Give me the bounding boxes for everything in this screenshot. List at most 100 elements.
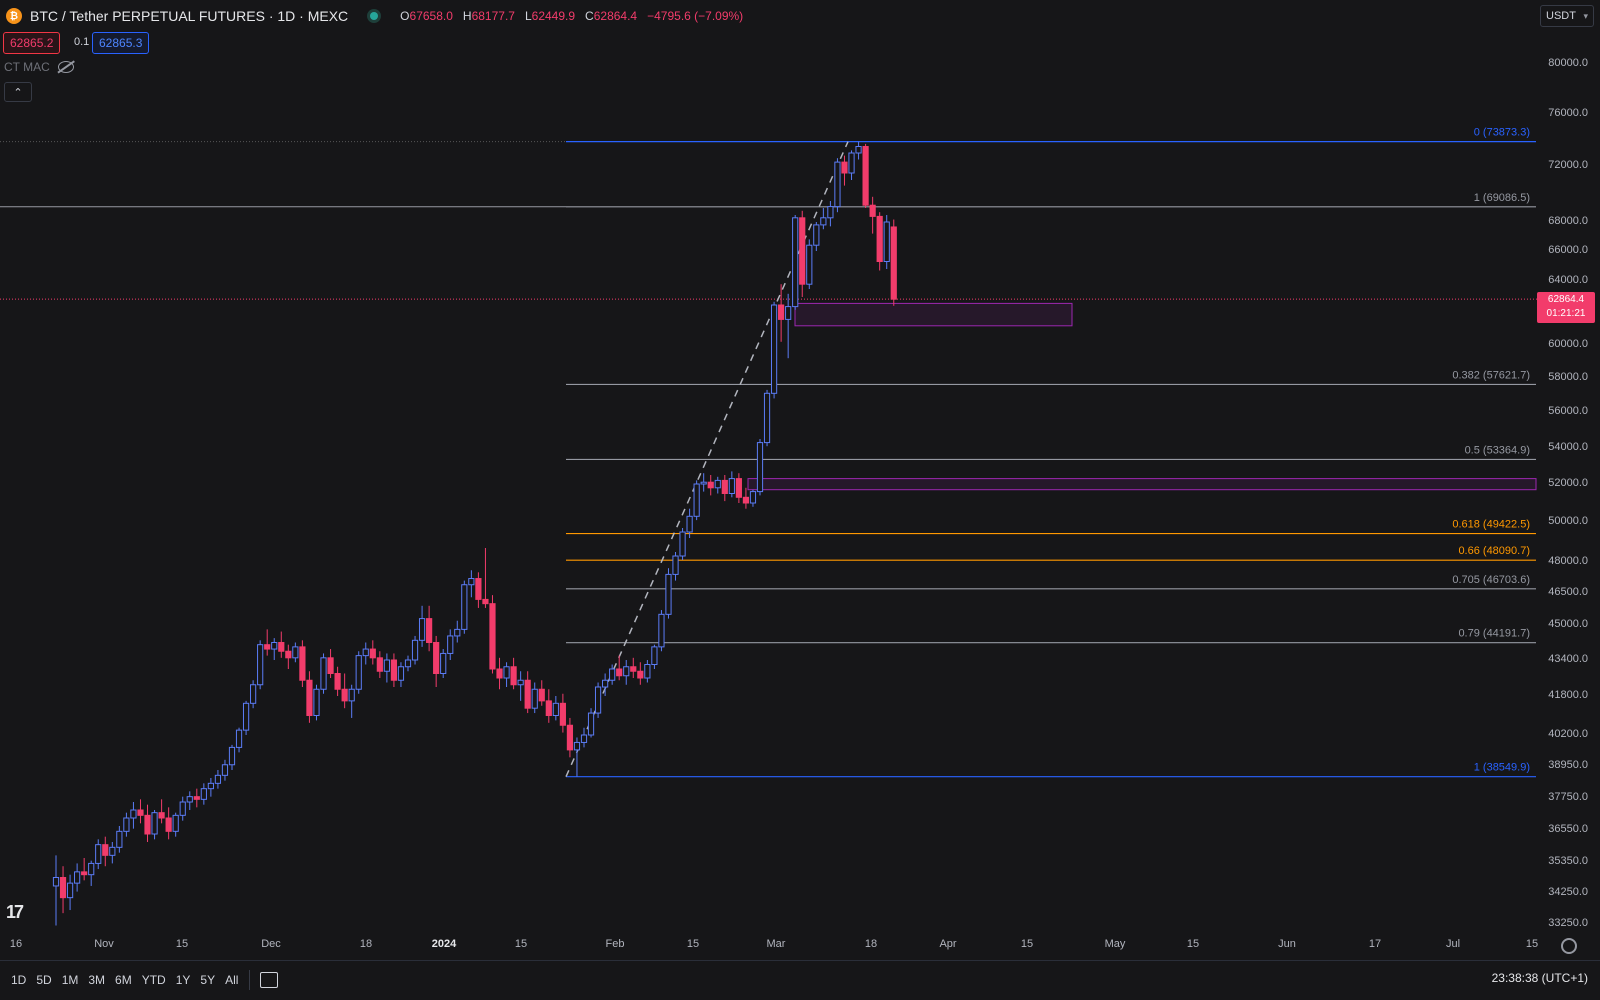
candle-body [355, 655, 362, 690]
calendar-icon[interactable] [260, 972, 279, 988]
candle-body [756, 442, 764, 493]
indicator-legend[interactable]: CT MAC [4, 60, 74, 74]
candle-body [630, 666, 637, 672]
time-axis-label: 15 [175, 938, 189, 950]
eye-hidden-icon[interactable] [57, 61, 74, 73]
bitcoin-icon: ₿ [6, 8, 22, 24]
candle-body [242, 702, 250, 731]
time-axis-label: Feb [605, 938, 625, 950]
candle-body [573, 741, 581, 751]
time-axis-label: 15 [686, 938, 700, 950]
low-key: L [524, 9, 532, 23]
change-value: −4795.6 (−7.09%) [647, 9, 744, 23]
candle-body [397, 666, 405, 681]
time-axis-label: Jun [1278, 938, 1296, 950]
range-button-all[interactable]: All [225, 973, 239, 987]
candle-body [672, 555, 679, 575]
price-chart[interactable]: 0 (73873.3) 1 (69086.5) 0.382 (57621.7) 0.5… [0, 0, 1600, 960]
close-value: 62864.4 [593, 9, 638, 23]
currency-label: USDT [1546, 10, 1576, 22]
range-button-6m[interactable]: 6M [115, 973, 132, 987]
sell-button[interactable]: 62865.2 [3, 32, 61, 54]
candle-body [742, 496, 750, 504]
candle-body [186, 796, 193, 803]
candle-body [862, 146, 869, 206]
symbol-title[interactable]: BTC / Tether PERPETUAL FUTURES · 1D · ME… [30, 8, 349, 24]
price-axis-label: 60000.0 [1548, 338, 1588, 350]
candle-body [334, 673, 341, 690]
candle-body [299, 646, 306, 681]
candle-body [130, 809, 137, 819]
range-button-1y[interactable]: 1Y [175, 973, 191, 987]
price-axis-label: 37750.0 [1548, 791, 1588, 803]
price-axis-label: 66000.0 [1548, 244, 1588, 256]
candle-body [623, 666, 630, 677]
candle-body [693, 483, 700, 517]
candle-body [749, 491, 757, 504]
time-axis-label: 15 [1186, 938, 1200, 950]
candle-body [102, 844, 109, 856]
candle-body [376, 657, 383, 672]
candle-body [517, 679, 524, 686]
range-button-5d[interactable]: 5D [36, 973, 52, 987]
candle-body [172, 814, 179, 832]
supply-demand-zone [747, 478, 1537, 491]
candle-body [686, 515, 693, 533]
candle-body [285, 650, 292, 659]
currency-select[interactable]: USDT ▾ [1540, 5, 1594, 27]
candle-body [531, 688, 538, 709]
candle-body [785, 306, 792, 320]
tradingview-logo[interactable]: 17 [6, 902, 24, 922]
candle-body [292, 646, 299, 659]
low-value: 62449.9 [531, 9, 576, 23]
range-button-5y[interactable]: 5Y [200, 973, 216, 987]
candle-body [644, 664, 651, 679]
candle-body [651, 646, 658, 665]
candle-body [770, 304, 778, 394]
collapse-legend-button[interactable]: ⌃ [4, 82, 32, 102]
gear-icon[interactable] [1561, 938, 1577, 954]
candle-body [250, 684, 257, 704]
range-buttons: 1D 5D 1M 3M 6M YTD 1Y 5Y All [6, 973, 243, 987]
candle-body [841, 161, 848, 174]
price-axis-label: 54000.0 [1548, 441, 1588, 453]
fib-level-label: 0.66 (48090.7) [1458, 545, 1530, 557]
range-button-1m[interactable]: 1M [61, 973, 79, 987]
candle-body [792, 217, 799, 308]
candle-body [820, 217, 827, 226]
candle-body [806, 244, 813, 285]
candle-body [320, 657, 327, 690]
candle-body [503, 666, 510, 679]
time-axis-label: 16 [9, 938, 23, 950]
price-axis-label: 58000.0 [1548, 371, 1588, 383]
range-button-3m[interactable]: 3M [88, 973, 106, 987]
open-value: 67658.0 [409, 9, 453, 23]
candle-body [735, 478, 742, 498]
price-axis-label: 46500.0 [1548, 586, 1588, 598]
range-button-1d[interactable]: 1D [11, 973, 27, 987]
candle-body [883, 221, 890, 262]
candle-body [616, 668, 623, 677]
price-axis-label: 34250.0 [1548, 886, 1588, 898]
fib-level-label: 0.79 (44191.7) [1458, 628, 1530, 640]
price-axis-label: 68000.0 [1548, 215, 1588, 227]
range-button-ytd[interactable]: YTD [141, 973, 166, 987]
fib-level-label: 0.5 (53364.9) [1465, 444, 1530, 456]
time-axis-label: Apr [939, 938, 957, 950]
candle-body [468, 578, 475, 586]
high-key: H [462, 9, 472, 23]
time-axis-label: Jul [1445, 938, 1461, 950]
buy-button[interactable]: 62865.3 [92, 32, 150, 54]
candle-body [264, 644, 271, 650]
candle-body [700, 481, 707, 485]
candle-body [524, 679, 531, 709]
candle-body [278, 642, 285, 652]
candle-body [714, 479, 721, 489]
clock[interactable]: 23:38:38 (UTC+1) [1491, 971, 1588, 985]
candle-body [890, 226, 897, 300]
candle-body [433, 642, 440, 674]
price-axis-label: 64000.0 [1548, 274, 1588, 286]
spread-value: 0.1 [74, 36, 90, 48]
candle-body [763, 392, 771, 444]
fib-level-label: 0.382 (57621.7) [1452, 369, 1530, 381]
